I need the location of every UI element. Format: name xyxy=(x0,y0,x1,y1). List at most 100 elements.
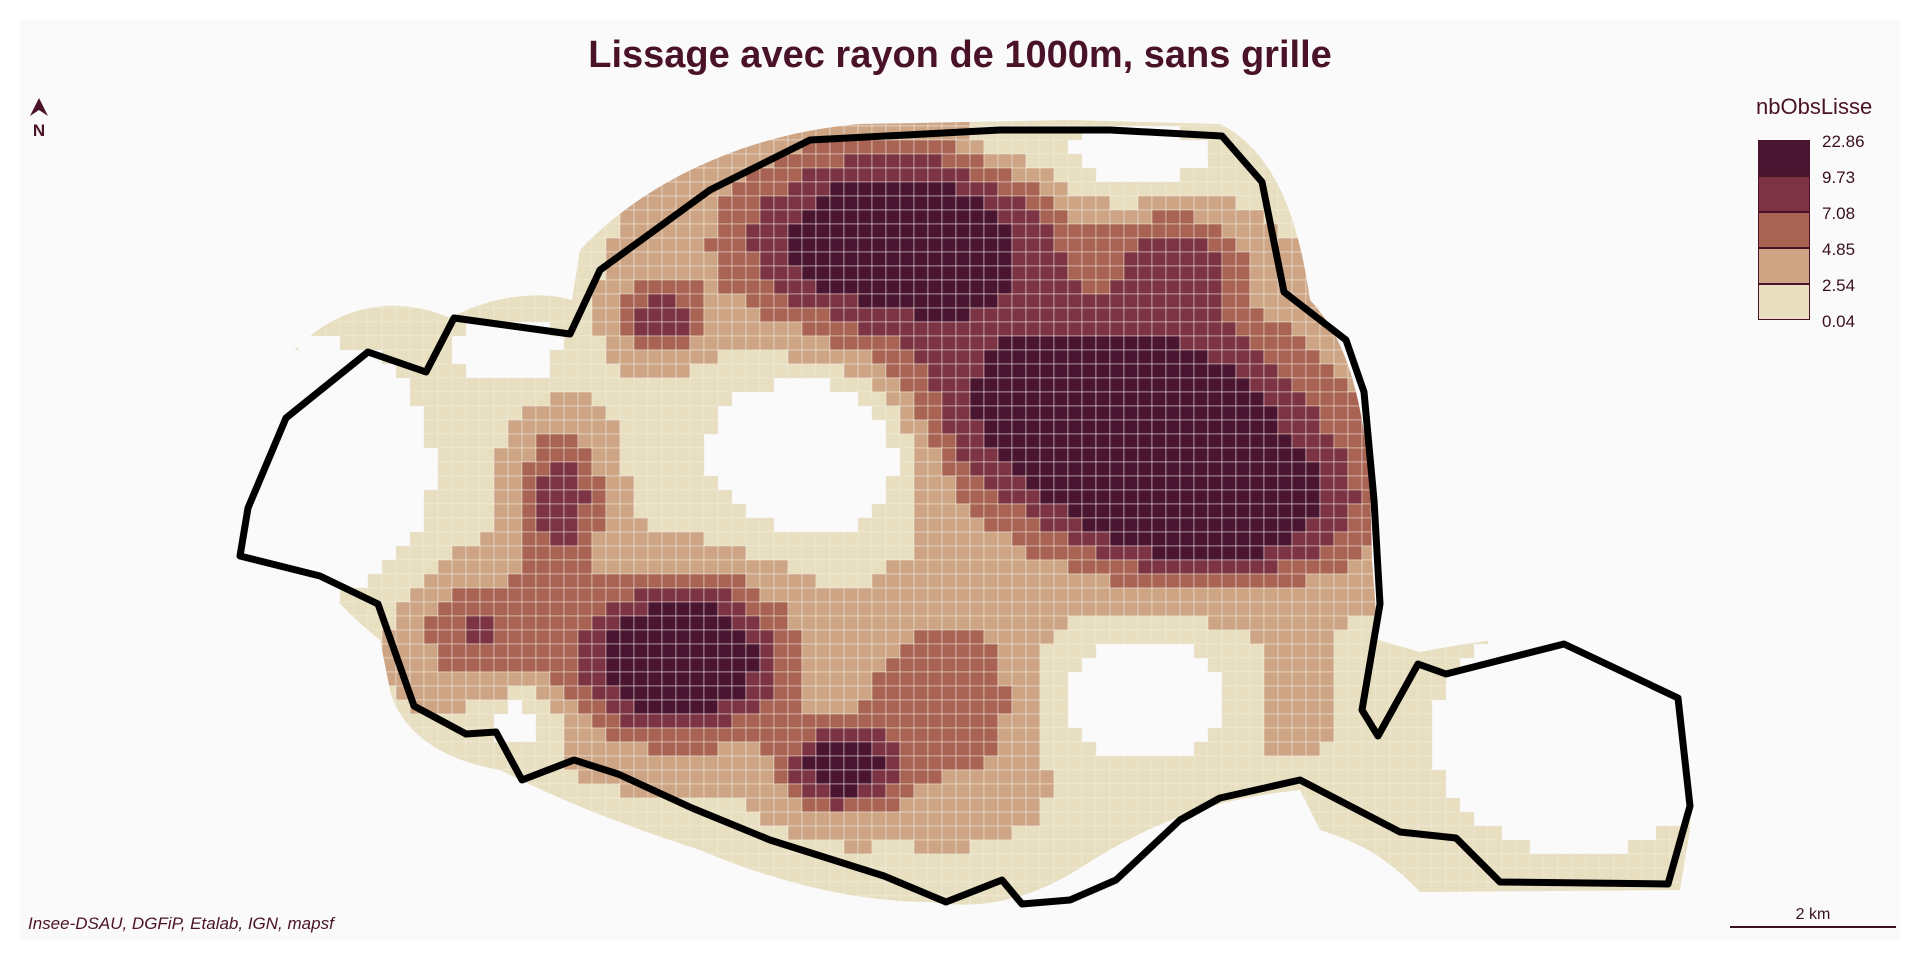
grid-cell xyxy=(1193,531,1209,547)
grid-cell xyxy=(1235,685,1251,701)
grid-cell xyxy=(913,573,929,589)
grid-cell xyxy=(1081,265,1097,281)
grid-cell xyxy=(1193,279,1209,295)
grid-cell xyxy=(1389,643,1405,659)
grid-cell xyxy=(689,657,705,673)
grid-cell xyxy=(242,616,256,630)
grid-cell xyxy=(1151,769,1167,785)
grid-cell xyxy=(1613,125,1629,141)
grid-cell xyxy=(647,251,663,267)
grid-cell xyxy=(1515,503,1531,519)
grid-cell xyxy=(1319,349,1335,365)
grid-cell xyxy=(297,120,313,127)
grid-cell xyxy=(395,139,411,155)
grid-cell xyxy=(1067,825,1083,841)
grid-cell xyxy=(1698,406,1712,420)
grid-cell xyxy=(1053,153,1069,169)
grid-cell xyxy=(605,783,621,799)
grid-cell xyxy=(1459,223,1475,239)
grid-cell xyxy=(1389,307,1405,323)
grid-cell xyxy=(1011,461,1027,477)
grid-cell xyxy=(829,755,845,771)
grid-cell xyxy=(1459,125,1475,141)
grid-cell xyxy=(242,252,256,266)
grid-cell xyxy=(521,120,537,127)
grid-cell xyxy=(1529,120,1545,127)
grid-cell xyxy=(885,405,901,421)
grid-cell xyxy=(549,727,565,743)
grid-cell xyxy=(801,699,817,715)
grid-cell xyxy=(1277,587,1293,603)
grid-cell xyxy=(577,741,593,757)
grid-cell xyxy=(1179,573,1195,589)
grid-cell xyxy=(1501,335,1517,351)
grid-cell xyxy=(367,839,383,855)
grid-cell xyxy=(1599,321,1615,337)
grid-cell xyxy=(283,120,299,127)
grid-cell xyxy=(1249,825,1265,841)
grid-cell xyxy=(1669,531,1685,547)
grid-cell xyxy=(969,685,985,701)
grid-cell xyxy=(1305,251,1321,267)
grid-cell xyxy=(885,853,901,869)
grid-cell xyxy=(941,447,957,463)
grid-cell xyxy=(619,615,635,631)
grid-cell xyxy=(1221,741,1237,757)
grid-cell xyxy=(675,503,691,519)
grid-cell xyxy=(801,783,817,799)
grid-cell xyxy=(1249,573,1265,589)
grid-cell xyxy=(647,643,663,659)
grid-cell xyxy=(717,503,733,519)
grid-cell xyxy=(1515,349,1531,365)
grid-cell xyxy=(633,657,649,673)
grid-cell xyxy=(1627,475,1643,491)
grid-cell xyxy=(1193,195,1209,211)
grid-cell xyxy=(829,741,845,757)
grid-cell xyxy=(605,825,621,841)
grid-cell xyxy=(1599,447,1615,463)
grid-cell xyxy=(731,713,747,729)
grid-cell xyxy=(1025,279,1041,295)
grid-cell xyxy=(1445,405,1461,421)
grid-cell xyxy=(1417,671,1433,687)
grid-cell xyxy=(1599,853,1615,869)
grid-cell xyxy=(521,475,537,491)
grid-cell xyxy=(773,531,789,547)
grid-cell xyxy=(1067,251,1083,267)
grid-cell xyxy=(1109,307,1125,323)
grid-cell xyxy=(983,363,999,379)
grid-cell xyxy=(549,167,565,183)
grid-cell xyxy=(941,307,957,323)
grid-cell xyxy=(1277,461,1293,477)
grid-cell xyxy=(1095,797,1111,813)
grid-cell xyxy=(619,517,635,533)
grid-cell xyxy=(759,657,775,673)
grid-cell xyxy=(1053,237,1069,253)
grid-cell xyxy=(451,783,467,799)
grid-cell xyxy=(535,783,551,799)
grid-cell xyxy=(717,545,733,561)
grid-cell xyxy=(997,475,1013,491)
grid-cell xyxy=(1193,447,1209,463)
grid-cell xyxy=(1698,182,1712,196)
grid-cell xyxy=(633,447,649,463)
grid-cell xyxy=(1333,209,1349,225)
grid-cell xyxy=(297,797,313,813)
grid-cell xyxy=(409,755,425,771)
grid-cell xyxy=(745,349,761,365)
grid-cell xyxy=(1557,489,1573,505)
grid-cell xyxy=(731,867,747,883)
grid-cell xyxy=(1011,167,1027,183)
grid-cell xyxy=(885,601,901,617)
grid-cell xyxy=(409,671,425,687)
grid-cell xyxy=(367,853,383,869)
grid-cell xyxy=(1165,209,1181,225)
grid-cell xyxy=(1235,657,1251,673)
grid-cell xyxy=(871,657,887,673)
grid-cell xyxy=(1487,237,1503,253)
grid-cell xyxy=(997,293,1013,309)
grid-cell xyxy=(242,154,256,168)
grid-cell xyxy=(871,237,887,253)
grid-cell xyxy=(1263,489,1279,505)
grid-cell xyxy=(1053,433,1069,449)
